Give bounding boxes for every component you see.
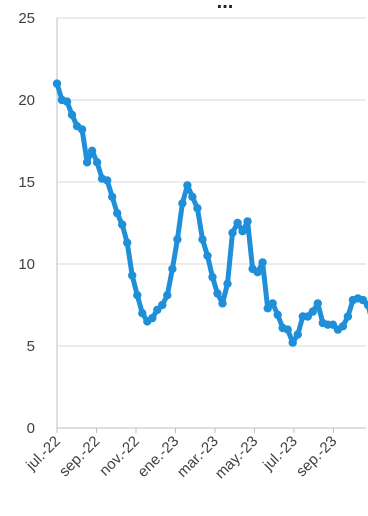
data-point [308,307,317,316]
x-tick-label: ene.-23 [134,433,182,481]
data-point [138,309,147,318]
data-point [273,310,282,319]
series-line [54,81,368,346]
data-point [158,300,167,310]
data-point [52,79,62,88]
data-point [288,338,297,347]
data-point [213,289,222,298]
data-point [77,125,87,134]
data-point [118,220,127,229]
data-point [178,199,187,208]
y-tick-label: 10 [18,256,35,273]
data-point [193,204,202,213]
data-point [313,299,322,308]
x-tick-label: nov.-22 [96,433,143,480]
y-tick-label: 25 [18,10,35,27]
data-point [62,97,72,106]
data-point [238,227,247,236]
chart-title: ... [217,0,234,13]
data-point [82,158,92,167]
y-tick-label: 0 [27,420,35,437]
data-point [253,268,262,277]
x-tick-label: may.-23 [212,433,262,483]
data-point [208,272,217,282]
data-point [67,110,77,120]
data-point [87,146,97,155]
data-point [148,313,157,323]
data-point [113,209,122,218]
data-point [133,291,142,300]
x-axis: jul.-22sep.-22nov.-22ene.-23mar.-23may.-… [22,427,366,483]
data-point [203,251,212,260]
y-tick-label: 15 [18,174,35,191]
x-tick-label: sep.-22 [56,433,103,480]
data-point [243,217,252,226]
data-point [343,312,353,321]
data-point [338,322,348,331]
data-point [108,192,117,201]
data-point [183,181,192,190]
data-point [228,228,237,237]
data-point [92,158,102,167]
data-point [163,291,172,300]
data-point [363,300,368,310]
data-point [218,299,227,308]
data-point [283,325,292,334]
data-point [293,330,302,339]
y-tick-label: 20 [18,92,35,109]
data-point [268,299,277,308]
data-point [198,235,207,244]
data-point [103,176,112,185]
data-point [258,258,267,267]
y-axis: 0 5 10 15 20 25 [18,10,58,437]
data-point [123,238,132,247]
y-tick-label: 5 [27,338,35,355]
data-point [128,271,137,280]
data-point [168,264,177,274]
data-point [223,279,232,288]
data-point [233,218,242,228]
data-point [173,235,182,244]
x-tick-label: sep.-23 [293,433,340,480]
series-layer [52,79,368,347]
data-point [188,192,197,201]
